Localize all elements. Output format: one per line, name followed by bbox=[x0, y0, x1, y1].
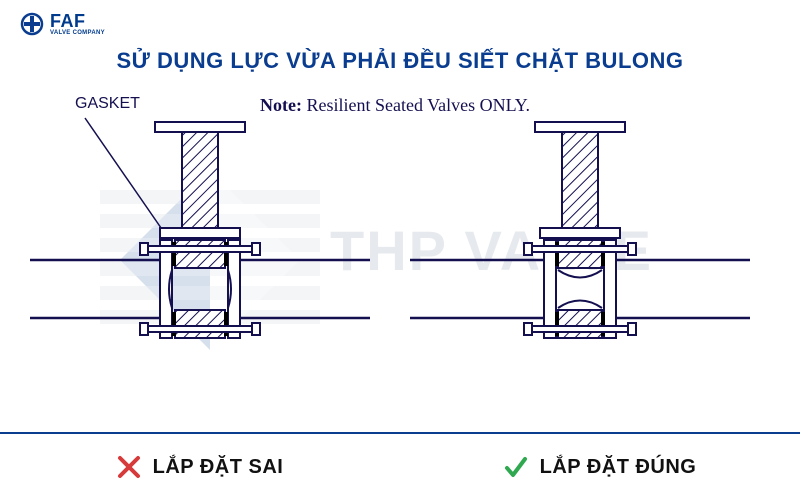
correct-label: LẮP ĐẶT ĐÚNG bbox=[540, 456, 697, 479]
logo-main-text: FAF bbox=[50, 12, 105, 30]
status-wrong: LẮP ĐẶT SAI bbox=[0, 434, 400, 500]
check-icon bbox=[504, 455, 528, 479]
status-correct: LẮP ĐẶT ĐÚNG bbox=[400, 434, 800, 500]
wrong-label: LẮP ĐẶT SAI bbox=[153, 456, 284, 479]
brand-logo: FAF VALVE COMPANY bbox=[20, 12, 105, 36]
logo-icon bbox=[20, 12, 44, 36]
logo-sub-text: VALVE COMPANY bbox=[50, 30, 105, 36]
diagram-area bbox=[0, 90, 800, 410]
diagram-correct bbox=[410, 122, 750, 338]
footer: LẮP ĐẶT SAI LẮP ĐẶT ĐÚNG bbox=[0, 432, 800, 500]
x-icon bbox=[117, 455, 141, 479]
diagram-wrong bbox=[30, 118, 370, 338]
page-title: SỬ DỤNG LỰC VỪA PHẢI ĐỀU SIẾT CHẶT BULON… bbox=[0, 48, 800, 74]
